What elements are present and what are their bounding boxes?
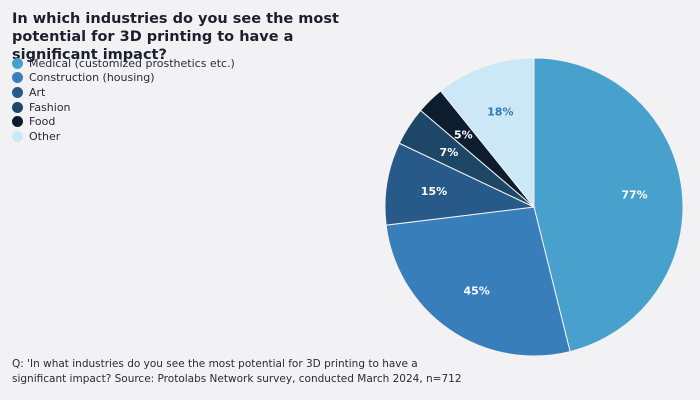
legend: Medical (customized prosthetics etc.) Co… bbox=[12, 56, 235, 144]
pie-label-fashion: 7% bbox=[440, 146, 459, 159]
pie-label-art: 15% bbox=[421, 185, 447, 198]
legend-label-art: Art bbox=[29, 85, 46, 99]
chart-title: In which industries do you see the most … bbox=[12, 11, 339, 63]
pie-label-food: 5% bbox=[454, 128, 473, 141]
legend-label-medical: Medical (customized prosthetics etc.) bbox=[29, 56, 235, 70]
legend-swatch-fashion bbox=[12, 101, 23, 113]
legend-swatch-art bbox=[12, 86, 23, 98]
legend-item-medical: Medical (customized prosthetics etc.) bbox=[12, 56, 235, 71]
pie-slices bbox=[384, 57, 684, 357]
legend-item-other: Other bbox=[12, 129, 235, 144]
pie-slice-construction bbox=[385, 206, 571, 357]
pie-label-medical: 77% bbox=[621, 189, 647, 202]
legend-item-construction: Construction (housing) bbox=[12, 71, 235, 86]
pie-label-construction: 45% bbox=[463, 285, 489, 298]
footnote: Q: 'In what industries do you see the mo… bbox=[12, 358, 462, 385]
legend-swatch-medical bbox=[12, 57, 23, 69]
legend-label-food: Food bbox=[29, 115, 56, 129]
legend-item-fashion: Fashion bbox=[12, 100, 235, 115]
pie-slice-medical bbox=[533, 57, 684, 353]
legend-swatch-construction bbox=[12, 72, 23, 84]
legend-label-construction: Construction (housing) bbox=[29, 71, 155, 85]
legend-label-fashion: Fashion bbox=[29, 100, 71, 114]
legend-swatch-other bbox=[12, 130, 23, 142]
pie-label-other: 18% bbox=[487, 105, 513, 118]
legend-swatch-food bbox=[12, 116, 23, 128]
pie-slice-art bbox=[384, 142, 536, 226]
pie-labels: 77% 45% 15% 7% 5% 18% bbox=[421, 105, 648, 297]
legend-item-art: Art bbox=[12, 85, 235, 100]
legend-item-food: Food bbox=[12, 114, 235, 129]
legend-label-other: Other bbox=[29, 129, 61, 143]
pie-slice-other bbox=[439, 57, 535, 209]
